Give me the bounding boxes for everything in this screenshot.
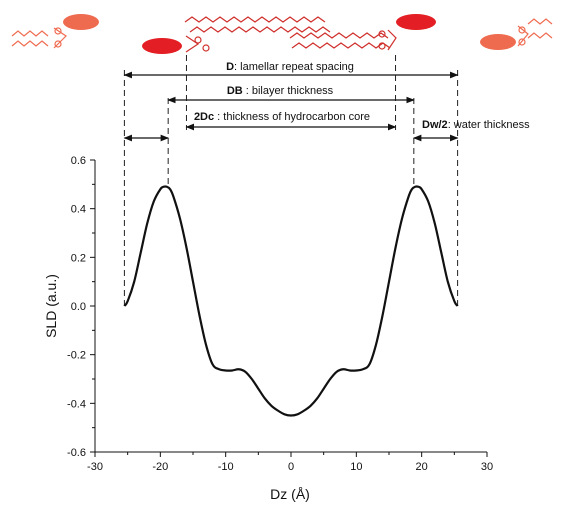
y-tick-label: -0.2	[67, 350, 86, 362]
y-tick-label: 0.2	[71, 252, 86, 264]
y-tick-label: 0.4	[71, 204, 86, 216]
lipid-molecule-center-top	[184, 16, 331, 53]
headgroup-icon	[396, 14, 436, 30]
x-tick-label: 20	[416, 461, 428, 473]
lipid-bilayer-illustration	[11, 14, 553, 54]
lipid-molecule-left	[11, 14, 99, 49]
headgroup-icon	[142, 38, 182, 54]
lipid-molecule-right	[480, 18, 553, 50]
y-axis-title: SLD (a.u.)	[43, 274, 59, 338]
dimension-label-db: DB : bilayer thickness	[227, 85, 334, 97]
headgroup-icon	[480, 34, 516, 50]
y-axis-ticks: -0.6 -0.4 -0.2 0.0 0.2 0.4 0.6	[67, 155, 95, 459]
x-axis-ticks: -30 -20 -10 0 10 20 30	[87, 452, 493, 473]
x-tick-label: 30	[481, 461, 493, 473]
y-tick-label: 0.0	[71, 301, 86, 313]
sld-profile-line	[123, 185, 459, 417]
x-tick-label: -30	[87, 461, 103, 473]
y-tick-label: -0.6	[67, 447, 86, 459]
x-tick-label: -10	[218, 461, 234, 473]
dimension-label-2dc: 2Dc : thickness of hydrocarbon core	[194, 111, 370, 123]
y-tick-label: 0.6	[71, 155, 86, 167]
dimension-annotations: D: lamellar repeat spacing DB : bilayer t…	[123, 61, 530, 142]
dimension-label-dw2: Dw/2: water thickness	[422, 119, 530, 131]
dimension-label-d: D: lamellar repeat spacing	[226, 61, 354, 73]
x-tick-label: -20	[152, 461, 168, 473]
headgroup-icon	[63, 14, 99, 30]
lipid-molecule-center-bottom	[289, 29, 397, 51]
dimension-guide-lines	[123, 55, 459, 306]
x-tick-label: 0	[288, 461, 294, 473]
y-tick-label: -0.4	[67, 398, 86, 410]
x-tick-label: 10	[350, 461, 362, 473]
x-axis-title: Dz (Å)	[270, 486, 310, 502]
